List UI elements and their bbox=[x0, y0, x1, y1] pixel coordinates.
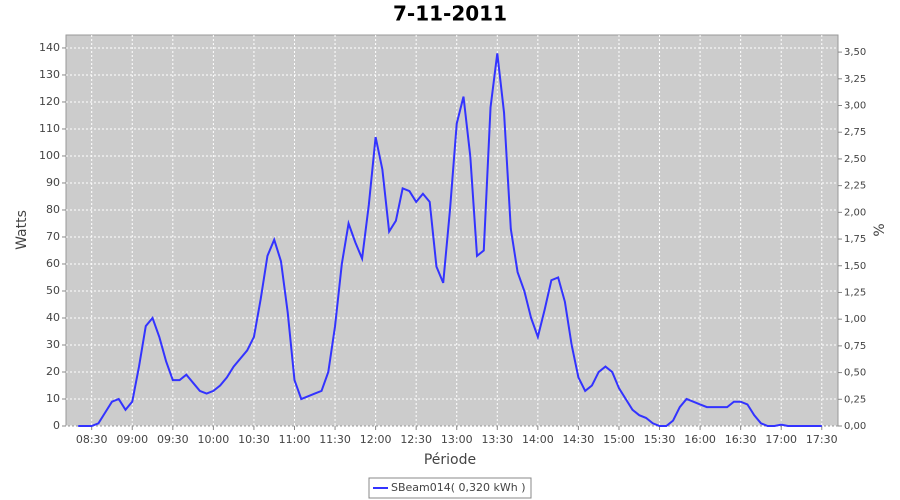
y2-tick-label: 3,25 bbox=[844, 74, 866, 85]
legend: SBeam014( 0,320 kWh ) bbox=[368, 477, 532, 499]
x-tick-label: 09:30 bbox=[157, 433, 189, 446]
y-tick-label: 110 bbox=[39, 122, 60, 135]
legend-box bbox=[368, 477, 532, 499]
y-tick-label: 130 bbox=[39, 68, 60, 81]
y-tick-label: 50 bbox=[46, 284, 60, 297]
y2-tick-label: 2,00 bbox=[844, 207, 866, 218]
y-tick-label: 0 bbox=[53, 419, 60, 432]
x-tick-label: 09:00 bbox=[116, 433, 148, 446]
y-tick-label: 80 bbox=[46, 203, 60, 216]
y-tick-label: 120 bbox=[39, 95, 60, 108]
y-axis-label: Watts bbox=[14, 210, 30, 250]
data-line bbox=[78, 53, 822, 427]
x-tick-label: 16:30 bbox=[725, 433, 757, 446]
y2-tick-label: 2,25 bbox=[844, 181, 866, 192]
x-tick-label: 12:00 bbox=[360, 433, 392, 446]
y2-tick-label: 0,50 bbox=[844, 368, 866, 379]
legend-label: SBeam014( 0,320 kWh ) bbox=[391, 481, 526, 494]
y2-axis-label: % bbox=[872, 223, 888, 236]
x-tick-label: 16:00 bbox=[684, 433, 716, 446]
x-tick-label: 12:30 bbox=[400, 433, 432, 446]
y-tick-label: 100 bbox=[39, 149, 60, 162]
x-tick-label: 17:00 bbox=[765, 433, 797, 446]
y2-tick-label: 3,50 bbox=[844, 47, 866, 58]
y2-tick-label: 1,75 bbox=[844, 234, 866, 245]
x-tick-label: 17:30 bbox=[806, 433, 838, 446]
x-tick-label: 11:30 bbox=[319, 433, 351, 446]
x-tick-label: 11:00 bbox=[279, 433, 311, 446]
x-axis-label: Période bbox=[424, 452, 476, 468]
y-tick-label: 30 bbox=[46, 338, 60, 351]
y-tick-label: 90 bbox=[46, 176, 60, 189]
y2-tick-label: 2,75 bbox=[844, 127, 866, 138]
y-tick-label: 140 bbox=[39, 41, 60, 54]
x-tick-label: 13:30 bbox=[481, 433, 513, 446]
y2-tick-label: 0,75 bbox=[844, 341, 866, 352]
y2-tick-label: 1,50 bbox=[844, 261, 866, 272]
x-tick-label: 15:30 bbox=[644, 433, 676, 446]
x-tick-label: 08:30 bbox=[76, 433, 108, 446]
y2-tick-label: 2,50 bbox=[844, 154, 866, 165]
x-tick-label: 13:00 bbox=[441, 433, 473, 446]
plot-area bbox=[65, 34, 839, 427]
y2-tick-label: 0,25 bbox=[844, 394, 866, 405]
y-tick-label: 20 bbox=[46, 365, 60, 378]
chart-title: 7-11-2011 bbox=[393, 2, 507, 26]
y-tick-label: 60 bbox=[46, 257, 60, 270]
y2-tick-label: 0,00 bbox=[844, 421, 866, 432]
y-tick-label: 10 bbox=[46, 392, 60, 405]
x-tick-label: 10:30 bbox=[238, 433, 270, 446]
x-tick-label: 10:00 bbox=[198, 433, 230, 446]
x-tick-label: 14:00 bbox=[522, 433, 554, 446]
x-tick-label: 14:30 bbox=[563, 433, 595, 446]
y2-tick-label: 1,00 bbox=[844, 314, 866, 325]
y2-tick-label: 1,25 bbox=[844, 287, 866, 298]
y-tick-label: 70 bbox=[46, 230, 60, 243]
x-tick-label: 15:00 bbox=[603, 433, 635, 446]
y-tick-label: 40 bbox=[46, 311, 60, 324]
y2-tick-label: 3,00 bbox=[844, 101, 866, 112]
